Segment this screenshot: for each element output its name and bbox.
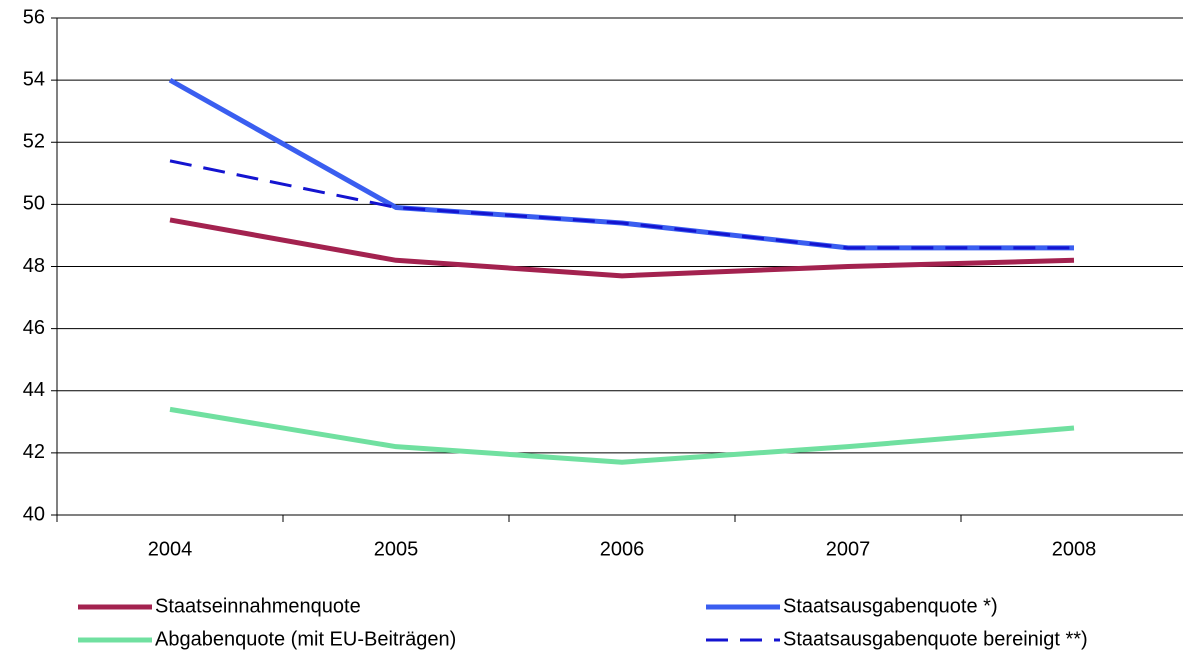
x-tick-label: 2007	[826, 538, 871, 560]
y-tick-label: 42	[23, 441, 45, 463]
y-tick-label: 44	[23, 379, 45, 401]
series-line	[169, 406, 1075, 465]
y-tick-label: 40	[23, 503, 45, 525]
x-tick-label: 2006	[600, 538, 645, 560]
y-tick-label: 52	[23, 131, 45, 153]
x-tick-label: 2008	[1052, 538, 1097, 560]
y-tick-label: 46	[23, 317, 45, 339]
y-tick-label: 54	[23, 68, 45, 90]
y-tick-label: 48	[23, 255, 45, 277]
y-tick-label: 56	[23, 6, 45, 28]
y-tick-label: 50	[23, 193, 45, 215]
legend-label: Staatsausgabenquote *)	[783, 595, 998, 617]
x-tick-label: 2005	[374, 538, 419, 560]
legend-label: Staatsausgabenquote bereinigt **)	[783, 628, 1088, 650]
series-line	[169, 217, 1075, 279]
legend-label: Staatseinnahmenquote	[155, 595, 361, 617]
series-line	[169, 159, 1074, 250]
legend-label: Abgabenquote (mit EU-Beiträgen)	[155, 628, 456, 650]
x-tick-label: 2004	[148, 538, 193, 560]
